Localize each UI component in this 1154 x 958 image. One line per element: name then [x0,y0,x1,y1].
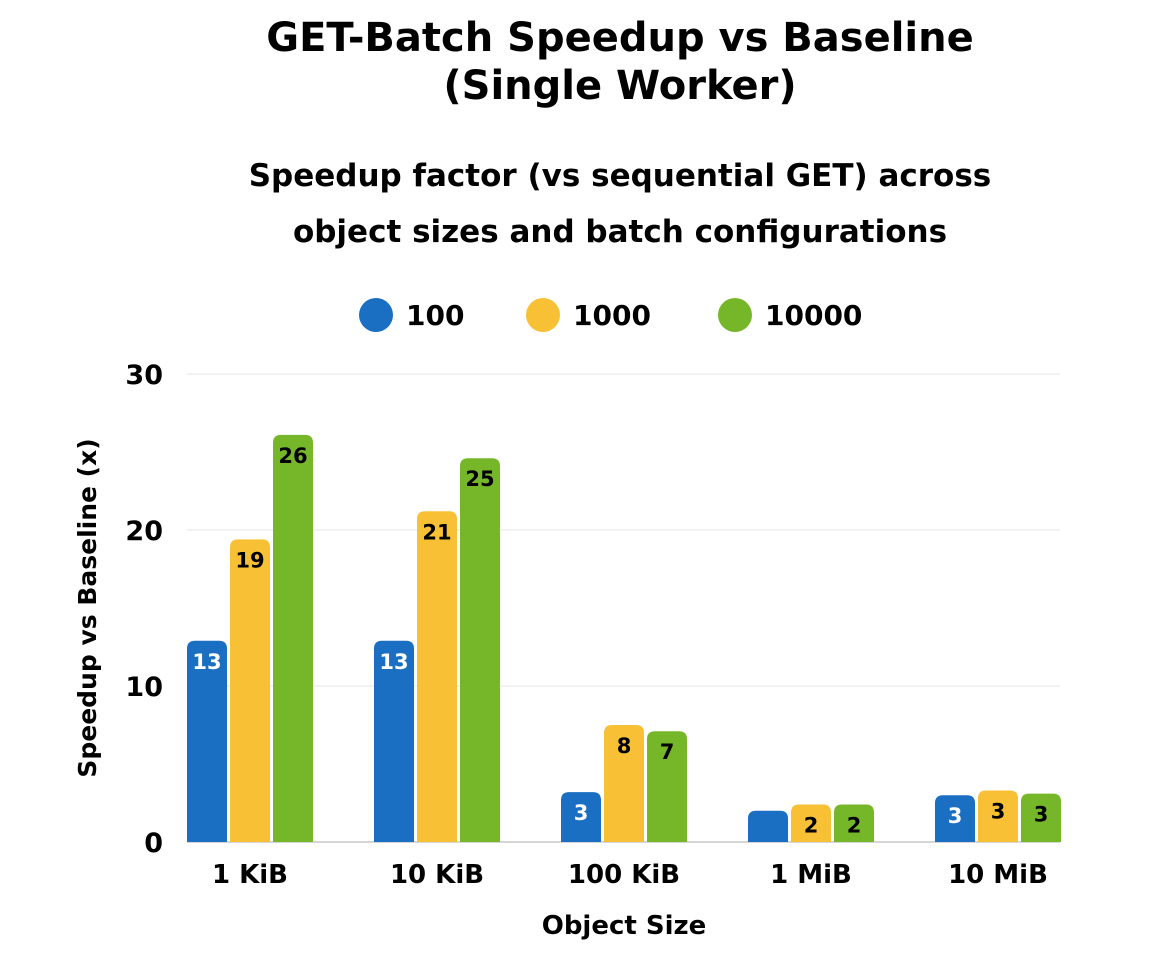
bar-10000 [273,434,313,842]
chart-subtitle: Speedup factor (vs sequential GET) acros… [0,148,1154,260]
y-axis-label: Speedup vs Baseline (x) [73,438,102,777]
data-label: 7 [660,740,675,764]
chart-title: GET-Batch Speedup vs Baseline (Single Wo… [0,14,1154,110]
legend-marker-1000 [526,298,560,332]
bar-100 [748,810,788,842]
data-label: 3 [574,801,589,825]
bar-100 [935,795,975,842]
chart-subtitle-line: Speedup factor (vs sequential GET) acros… [248,158,992,194]
data-label: 2 [847,814,862,838]
x-tick-label: 1 KiB [212,860,288,890]
y-tick-label: 20 [125,516,163,547]
data-label: 13 [192,650,221,674]
legend-marker-10000 [718,298,752,332]
data-label: 21 [422,520,451,544]
chart-subtitle-line: object sizes and batch configurations [292,214,948,250]
data-label: 3 [991,800,1006,824]
y-tick-label: 10 [125,672,163,703]
y-tick-label: 30 [125,360,163,391]
legend-label: 10000 [765,299,862,332]
data-label: 8 [617,734,632,758]
bar-10000 [647,731,687,842]
legend-label: 100 [406,299,464,332]
data-label: 26 [278,444,307,468]
x-tick-label: 1 MiB [770,860,852,890]
data-label: 13 [379,650,408,674]
bar-1000 [417,511,457,842]
bar-1000 [604,725,644,842]
bar-10000 [1021,793,1061,842]
legend-marker-100 [359,298,393,332]
legend-label: 1000 [573,299,651,332]
bar-1000 [791,804,831,842]
bar-100 [561,792,601,842]
data-label: 25 [465,467,494,491]
data-label: 2 [804,814,819,838]
data-label: 19 [235,548,264,572]
chart-title-line: GET-Batch Speedup vs Baseline [266,15,974,61]
x-axis-label: Object Size [542,911,707,941]
y-tick-label: 0 [144,828,163,859]
data-label: 3 [948,804,963,828]
bar-10000 [834,804,874,842]
bar-100 [187,640,227,842]
x-tick-label: 100 KiB [568,860,680,890]
chart-title-line: (Single Worker) [443,63,797,109]
bar-10000 [460,458,500,842]
x-tick-label: 10 KiB [390,860,484,890]
bar-100 [374,640,414,842]
x-tick-label: 10 MiB [948,860,1048,890]
data-label: 3 [1034,803,1049,827]
bar-1000 [978,790,1018,842]
bar-1000 [230,539,270,842]
